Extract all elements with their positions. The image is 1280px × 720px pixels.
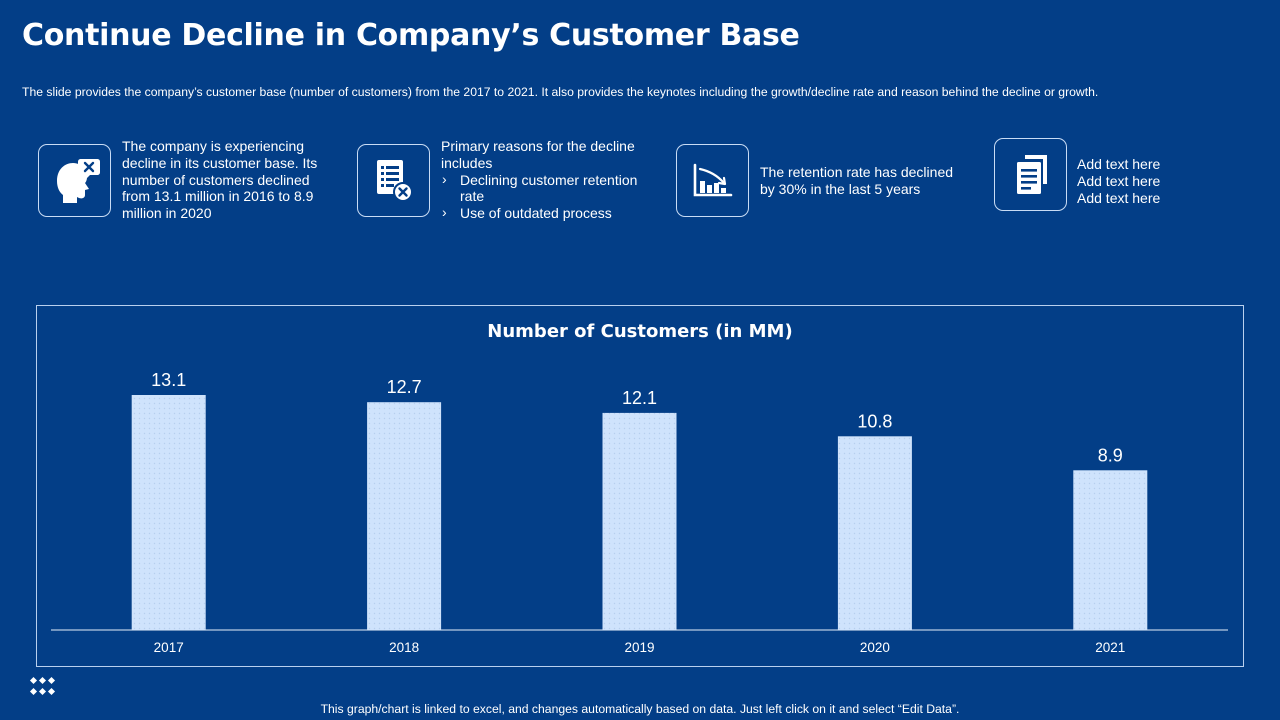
slide-title: Continue Decline in Company’s Customer B… [22, 18, 800, 53]
data-label: 12.1 [622, 388, 657, 408]
bar [602, 412, 677, 630]
keynote-2: Primary reasons for the decline includes… [357, 138, 657, 228]
x-tick-label: 2019 [624, 640, 654, 655]
keynote-1-text: The company is experiencing decline in i… [122, 138, 318, 222]
keynote-3-text: The retention rate has declined by 30% i… [760, 164, 954, 197]
keynote-2-text: Primary reasons for the decline includes… [441, 138, 656, 222]
data-label: 13.1 [151, 370, 186, 390]
keynote-2-bullet: Use of outdated process [441, 204, 656, 222]
keynote-3: The retention rate has declined by 30% i… [676, 138, 976, 228]
keynote-4-line: Add text here [1077, 189, 1161, 206]
footer-note: This graph/chart is linked to excel, and… [320, 702, 960, 716]
keynote-4-icon-box [994, 138, 1067, 211]
keynote-2-heading: Primary reasons for the decline includes [441, 138, 635, 171]
chart-title: Number of Customers (in MM) [487, 321, 792, 342]
bar [367, 402, 442, 630]
x-tick-label: 2018 [389, 640, 419, 655]
slide-subtitle: The slide provides the company’s custome… [22, 85, 1099, 99]
keynote-4: Add text here Add text here Add text her… [994, 132, 1254, 222]
keynote-2-bullets: Declining customer retention rate Use of… [441, 171, 656, 222]
keynote-4-text: Add text here Add text here Add text her… [1077, 156, 1247, 206]
keynote-1-icon-box [38, 144, 111, 217]
chart-frame: Number of Customers (in MM) 13.1 2017 12.7… [36, 305, 1244, 667]
bar [1073, 470, 1148, 630]
documents-icon [1016, 154, 1047, 194]
x-tick-label: 2017 [154, 640, 184, 655]
document-cancel-icon [376, 159, 413, 202]
head-decline-icon [56, 158, 100, 203]
keynote-4-line: Add text here [1077, 156, 1161, 172]
bar [131, 395, 206, 630]
keynote-2-icon-box [357, 144, 430, 217]
data-label: 10.8 [857, 411, 892, 431]
data-label: 12.7 [387, 377, 422, 397]
x-tick-label: 2021 [1095, 640, 1125, 655]
declining-chart-icon [693, 163, 732, 196]
keynote-4-line: Add text here [1077, 172, 1161, 189]
logo-dots-icon [29, 676, 56, 696]
keynote-2-bullet: Declining customer retention rate [441, 171, 656, 206]
x-tick-label: 2020 [860, 640, 890, 655]
data-label: 8.9 [1098, 445, 1123, 465]
bar [837, 436, 912, 630]
keynote-1: The company is experiencing decline in i… [38, 138, 338, 228]
bar-chart: Number of Customers (in MM) 13.1 2017 12.7… [51, 321, 1228, 655]
keynote-3-icon-box [676, 144, 749, 217]
